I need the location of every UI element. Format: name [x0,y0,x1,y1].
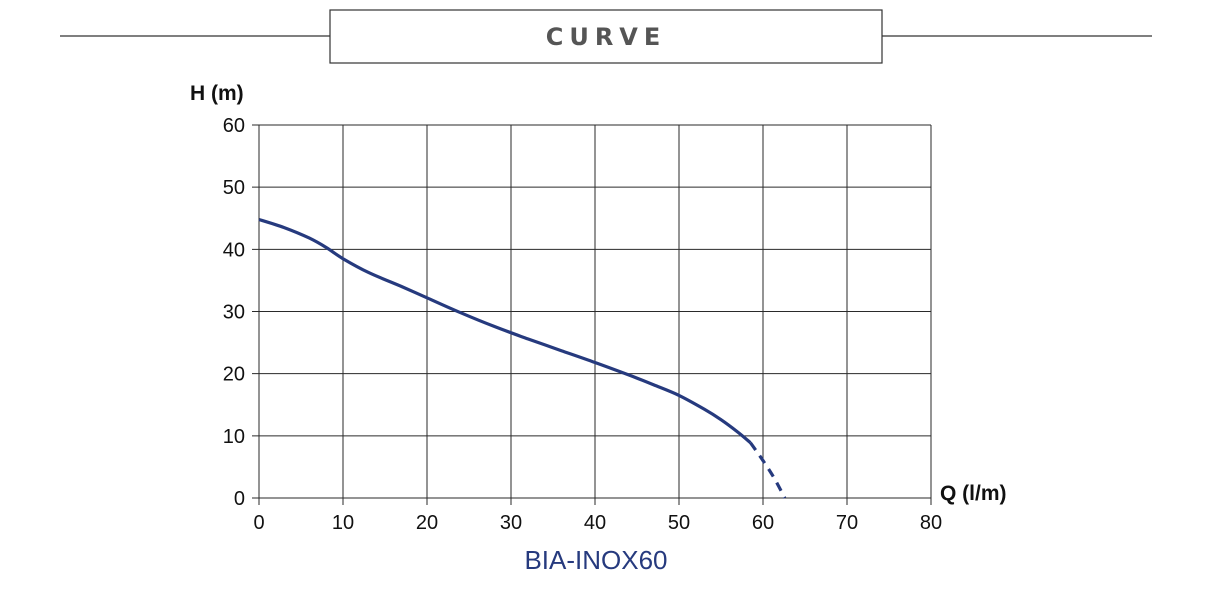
x-tick-label: 30 [500,512,522,534]
y-axis-title: H (m) [190,82,244,105]
y-tick-label: 10 [223,426,245,448]
x-tick-label: 10 [332,512,354,534]
x-tick-label: 50 [668,512,690,534]
header-title: CURVE [546,23,667,51]
chart-caption: BIA-INOX60 [524,545,667,575]
x-tick-label: 20 [416,512,438,534]
y-tick-label: 50 [223,177,245,199]
x-tick-label: 60 [752,512,774,534]
x-axis-title: Q (l/m) [940,482,1007,505]
grid [252,124,932,505]
y-tick-label: 40 [223,239,245,261]
y-tick-label: 30 [223,302,245,324]
y-axis-ticks: 0 10 20 30 40 50 60 [223,115,245,510]
x-axis-ticks: 0 10 20 30 40 50 60 70 80 [253,512,942,534]
y-tick-label: 0 [234,488,245,510]
series [258,217,787,499]
y-tick-label: 20 [223,364,245,386]
y-tick-label: 60 [223,115,245,137]
x-tick-label: 80 [920,512,942,534]
x-tick-label: 0 [253,512,264,534]
performance-curve-dashed [749,441,787,499]
header-box [329,9,883,64]
performance-curve-solid [258,217,752,444]
x-tick-label: 70 [836,512,858,534]
x-tick-label: 40 [584,512,606,534]
